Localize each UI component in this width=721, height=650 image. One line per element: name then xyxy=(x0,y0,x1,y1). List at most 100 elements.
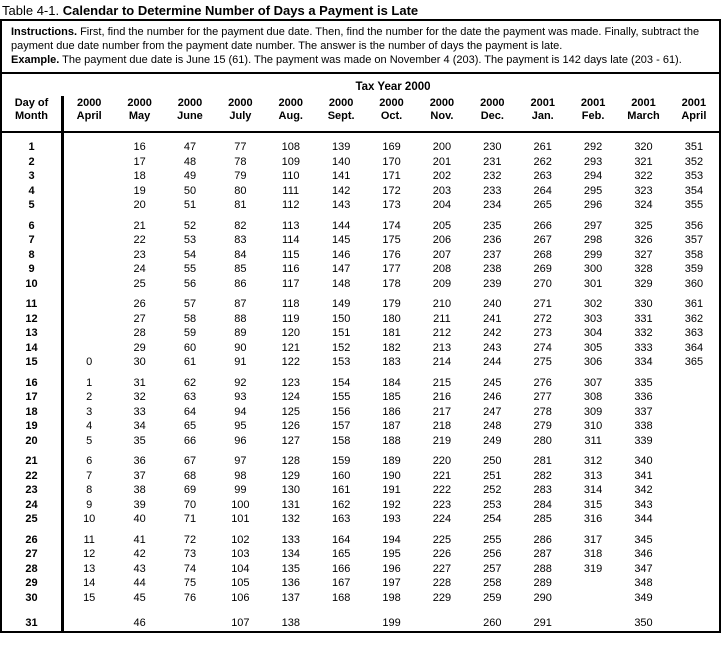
table-row: 26 11 41 72 102 133 164 194 225 255 286 317 345 xyxy=(2,532,719,547)
value-cell: 294 xyxy=(583,170,603,182)
value-cell: 18 xyxy=(133,170,146,182)
value-cell: 47 xyxy=(183,141,197,153)
value-cell: 198 xyxy=(382,591,401,604)
value-cell xyxy=(568,616,618,631)
value-cell: 140 xyxy=(331,155,351,168)
value-cell: 351 xyxy=(684,141,704,153)
value-cell xyxy=(64,198,114,213)
group-spacer xyxy=(2,133,719,140)
value-cell: 6 xyxy=(86,455,93,467)
group-spacer-day-cell xyxy=(2,212,64,219)
value-cell xyxy=(165,616,215,631)
value-cell: 284 xyxy=(533,498,552,511)
value-cell: 73 xyxy=(183,548,197,560)
value-cell: 134 xyxy=(281,548,300,560)
value-cell: 45 xyxy=(133,591,146,604)
value-cell: 363 xyxy=(684,327,704,339)
day-cell: 19 xyxy=(2,419,64,434)
value-cell: 269 xyxy=(533,263,552,275)
table-row: 30 15 45 76 106 137 168 198 229 259 290 349 xyxy=(2,590,719,605)
value-cell: 8 xyxy=(86,484,93,496)
value-cell: 43 xyxy=(133,562,146,575)
value-cell: 89 xyxy=(234,327,247,339)
month-header-aug-2000: 2000 Aug. xyxy=(278,97,303,122)
value-cell: 131 xyxy=(281,498,300,511)
table-row: 11 26 57 87 118 149 179 210 240 271 302 330 361 xyxy=(2,297,719,312)
tax-year-heading: Tax Year 2000 xyxy=(355,81,431,93)
value-cell xyxy=(669,547,719,562)
value-cell: 361 xyxy=(684,298,704,310)
value-cell: 232 xyxy=(483,170,502,182)
value-cell: 60 xyxy=(183,341,197,354)
value-cell: 48 xyxy=(183,155,197,168)
value-cell: 155 xyxy=(331,391,351,403)
value-cell: 15 xyxy=(83,591,96,604)
value-cell: 238 xyxy=(483,263,502,275)
value-cell: 287 xyxy=(533,548,552,560)
value-cell: 255 xyxy=(483,533,502,546)
value-cell xyxy=(669,390,719,405)
table-row: 15 0 30 61 91 122 153 183 214 244 275 306 334 365 xyxy=(2,355,719,370)
day-cell: 7 xyxy=(2,233,64,248)
value-cell: 165 xyxy=(331,548,351,560)
value-cell: 317 xyxy=(583,533,603,546)
value-cell: 293 xyxy=(583,155,603,168)
value-cell: 195 xyxy=(382,548,401,560)
value-cell: 298 xyxy=(583,234,603,246)
table-title-text: Calendar to Determine Number of Days a P… xyxy=(62,3,419,18)
value-cell: 31 xyxy=(133,376,146,389)
value-cell: 213 xyxy=(432,341,452,354)
value-cell: 46 xyxy=(133,617,146,629)
day-cell: 31 xyxy=(2,616,64,631)
value-cell: 150 xyxy=(331,312,351,325)
value-cell: 197 xyxy=(382,577,401,589)
value-cell: 202 xyxy=(432,170,452,182)
value-cell: 28 xyxy=(133,327,146,339)
value-cell: 170 xyxy=(382,155,401,168)
value-cell: 329 xyxy=(634,277,653,290)
value-cell: 57 xyxy=(183,298,197,310)
value-cell xyxy=(669,434,719,449)
value-cell: 225 xyxy=(432,533,452,546)
value-cell xyxy=(64,616,114,631)
month-header-may-2000: 2000 May xyxy=(127,97,152,122)
value-cell xyxy=(64,169,114,184)
value-cell: 51 xyxy=(183,199,197,211)
value-cell: 191 xyxy=(382,484,401,496)
value-cell: 354 xyxy=(684,184,704,197)
value-cell xyxy=(64,219,114,234)
value-cell: 82 xyxy=(234,219,247,232)
value-cell: 314 xyxy=(583,484,603,496)
value-cell: 283 xyxy=(533,484,552,496)
table-row: 1 16 47 77 108 139 169 200 230 261 292 320 351 xyxy=(2,140,719,155)
value-cell: 81 xyxy=(234,199,247,211)
value-cell: 64 xyxy=(183,405,197,418)
value-cell: 348 xyxy=(634,577,653,589)
table-title: Table 4-1. Calendar to Determine Number … xyxy=(0,0,721,19)
day-of-month-header: Day of Month xyxy=(2,96,64,131)
value-cell: 281 xyxy=(533,455,552,467)
value-cell: 349 xyxy=(634,591,653,604)
value-cell: 226 xyxy=(432,548,452,560)
value-cell: 309 xyxy=(583,405,603,418)
value-cell: 291 xyxy=(533,617,552,629)
value-cell: 116 xyxy=(281,263,300,275)
value-cell: 147 xyxy=(331,263,351,275)
example-paragraph: Example. The payment due date is June 15… xyxy=(11,53,710,67)
value-cell: 34 xyxy=(133,420,146,432)
value-cell: 251 xyxy=(483,469,502,482)
value-cell: 274 xyxy=(533,341,552,354)
value-cell: 228 xyxy=(432,577,452,589)
value-cell: 234 xyxy=(483,199,502,211)
value-cell: 220 xyxy=(432,455,452,467)
value-cell: 94 xyxy=(234,405,247,418)
value-cell: 65 xyxy=(183,420,197,432)
value-cell: 342 xyxy=(634,484,653,496)
month-header-feb-2001: 2001 Feb. xyxy=(580,97,606,122)
value-cell: 56 xyxy=(183,277,197,290)
value-cell: 319 xyxy=(583,562,603,575)
table-row: 14 29 60 90 121 152 182 213 243 274 305 333 364 xyxy=(2,340,719,355)
value-cell: 321 xyxy=(634,155,653,168)
table-row: 22 7 37 68 98 129 160 190 221 251 282 313 341 xyxy=(2,468,719,483)
value-cell: 20 xyxy=(133,199,146,211)
